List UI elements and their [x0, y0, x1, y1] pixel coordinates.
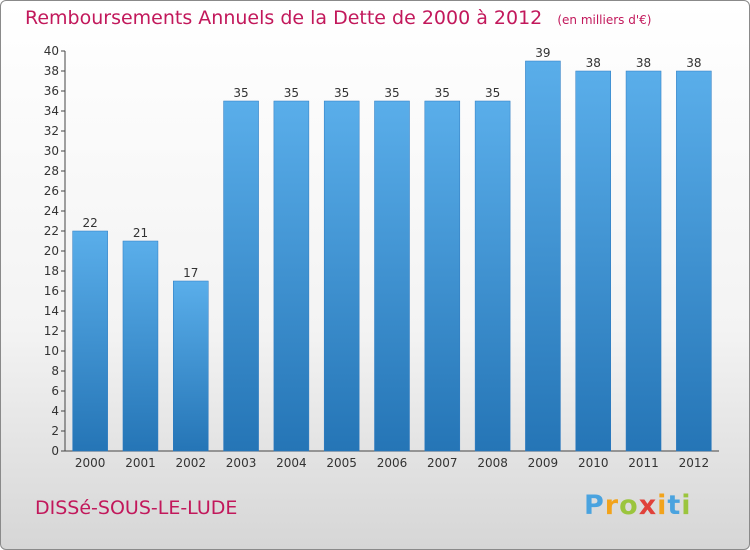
- x-tick-label: 2007: [427, 456, 458, 470]
- bar: [424, 100, 461, 452]
- y-tick-label: 38: [44, 64, 59, 78]
- bar: [525, 60, 561, 452]
- bar: [474, 100, 511, 452]
- y-tick-label: 34: [44, 104, 59, 118]
- x-tick-label: 2002: [175, 456, 206, 470]
- y-tick-label: 4: [51, 404, 59, 418]
- logo-letter: i: [681, 490, 692, 521]
- data-label: 38: [586, 56, 601, 70]
- data-label: 38: [686, 56, 701, 70]
- x-tick-label: 2009: [528, 456, 559, 470]
- y-tick-label: 36: [44, 84, 59, 98]
- y-tick-label: 14: [44, 304, 59, 318]
- y-tick-label: 12: [44, 324, 59, 338]
- y-tick-label: 28: [44, 164, 59, 178]
- x-tick-label: 2008: [477, 456, 508, 470]
- x-tick-label: 2003: [226, 456, 257, 470]
- data-label: 38: [636, 56, 651, 70]
- data-label: 22: [83, 216, 98, 230]
- chart-title: Remboursements Annuels de la Dette de 20…: [25, 7, 543, 29]
- data-label: 35: [435, 86, 450, 100]
- proxiti-logo: Proxiti: [584, 490, 692, 521]
- chart-labels: 22 2000 21 2001 17 2002 35 2003 35 2004 35 2005 35 20…: [75, 46, 709, 470]
- bar: [625, 70, 662, 452]
- logo-letter: i: [657, 490, 668, 521]
- data-label: 35: [233, 86, 248, 100]
- y-tick-label: 0: [51, 444, 59, 458]
- logo-letter: P: [584, 490, 605, 521]
- x-tick-label: 2011: [628, 456, 659, 470]
- bar: [122, 240, 159, 452]
- bar: [323, 100, 360, 452]
- y-tick-label: 26: [44, 184, 59, 198]
- y-tick-label: 30: [44, 144, 59, 158]
- title-row: Remboursements Annuels de la Dette de 20…: [25, 7, 651, 29]
- y-tick-label: 6: [51, 384, 59, 398]
- commune-name: DISSé-SOUS-LE-LUDE: [35, 497, 238, 519]
- y-tick-label: 16: [44, 284, 59, 298]
- chart-bars: [72, 60, 712, 452]
- y-tick-label: 24: [44, 204, 59, 218]
- logo-letter: r: [604, 490, 620, 521]
- y-tick-label: 20: [44, 244, 59, 258]
- chart-unit-note: (en milliers d'€): [557, 13, 652, 27]
- bar: [173, 280, 209, 452]
- data-label: 35: [384, 86, 399, 100]
- y-tick-label: 22: [44, 224, 59, 238]
- y-tick-label: 32: [44, 124, 59, 138]
- x-tick-label: 2012: [679, 456, 710, 470]
- data-label: 35: [485, 86, 500, 100]
- x-tick-label: 2006: [377, 456, 408, 470]
- logo-letter: o: [619, 490, 639, 521]
- y-tick-label: 8: [51, 364, 59, 378]
- x-tick-label: 2005: [326, 456, 357, 470]
- data-label: 39: [535, 46, 550, 60]
- bar: [273, 100, 310, 452]
- y-tick-label: 2: [51, 424, 59, 438]
- y-tick-label: 40: [44, 44, 59, 58]
- y-tick-label: 10: [44, 344, 59, 358]
- logo-letter: t: [667, 490, 682, 521]
- bar: [72, 230, 108, 452]
- bar: [575, 70, 611, 452]
- bar: [374, 100, 410, 452]
- x-tick-label: 2004: [276, 456, 307, 470]
- data-label: 21: [133, 226, 148, 240]
- x-tick-label: 2010: [578, 456, 609, 470]
- y-tick-label: 18: [44, 264, 59, 278]
- data-label: 35: [334, 86, 349, 100]
- x-tick-label: 2001: [125, 456, 156, 470]
- data-label: 35: [284, 86, 299, 100]
- logo-letter: x: [638, 490, 658, 521]
- x-tick-label: 2000: [75, 456, 106, 470]
- bar: [223, 100, 259, 452]
- bar: [676, 70, 712, 452]
- data-label: 17: [183, 266, 198, 280]
